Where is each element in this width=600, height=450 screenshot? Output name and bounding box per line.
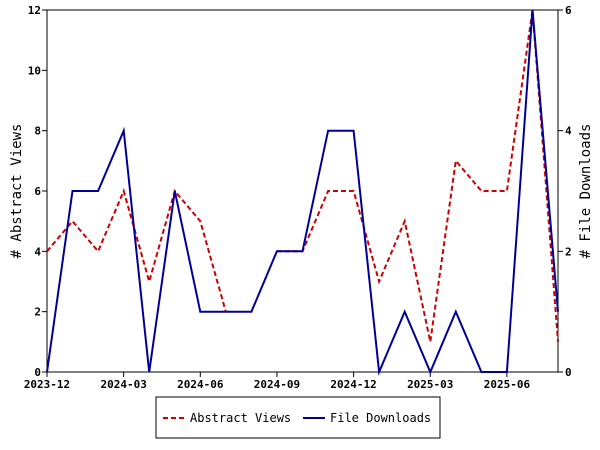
series-line-abstract-views [46,9,559,343]
legend-label-abstract-views: Abstract Views [190,411,291,425]
x-axis-ticks: 2023-12 2024-03 2024-06 2024-09 2024-12 2025-… [24,372,531,391]
right-axis-ticks: 0 2 4 6 [558,4,572,379]
plot-frame [46,9,559,373]
right-tick-label: 4 [565,125,572,138]
x-tick-label: 2024-09 [254,378,300,391]
x-tick-label: 2023-12 [24,378,70,391]
series-layer [46,9,559,376]
series-line-file-downloads [46,9,559,376]
left-tick-label: 0 [34,366,41,379]
right-axis-title: # File Downloads [578,124,594,259]
right-tick-label: 2 [565,245,572,258]
right-tick-label: 0 [565,366,572,379]
left-axis-title: # Abstract Views [9,124,25,259]
x-tick-label: 2025-03 [407,378,453,391]
legend-box [155,396,441,439]
left-tick-label: 10 [28,64,41,77]
x-tick-label: 2024-03 [100,378,146,391]
left-tick-label: 2 [34,306,41,319]
x-tick-label: 2024-12 [330,378,376,391]
right-tick-label: 6 [565,4,572,17]
x-tick-label: 2024-06 [177,378,224,391]
x-tick-label: 2025-06 [484,378,531,391]
left-tick-label: 4 [34,245,41,258]
left-tick-label: 8 [34,125,41,138]
legend: Abstract Views File Downloads [155,396,441,439]
left-tick-label: 12 [28,4,41,17]
legend-label-file-downloads: File Downloads [330,411,431,425]
left-tick-label: 6 [34,185,41,198]
left-axis-ticks: 0 2 4 6 8 10 12 [28,4,47,379]
